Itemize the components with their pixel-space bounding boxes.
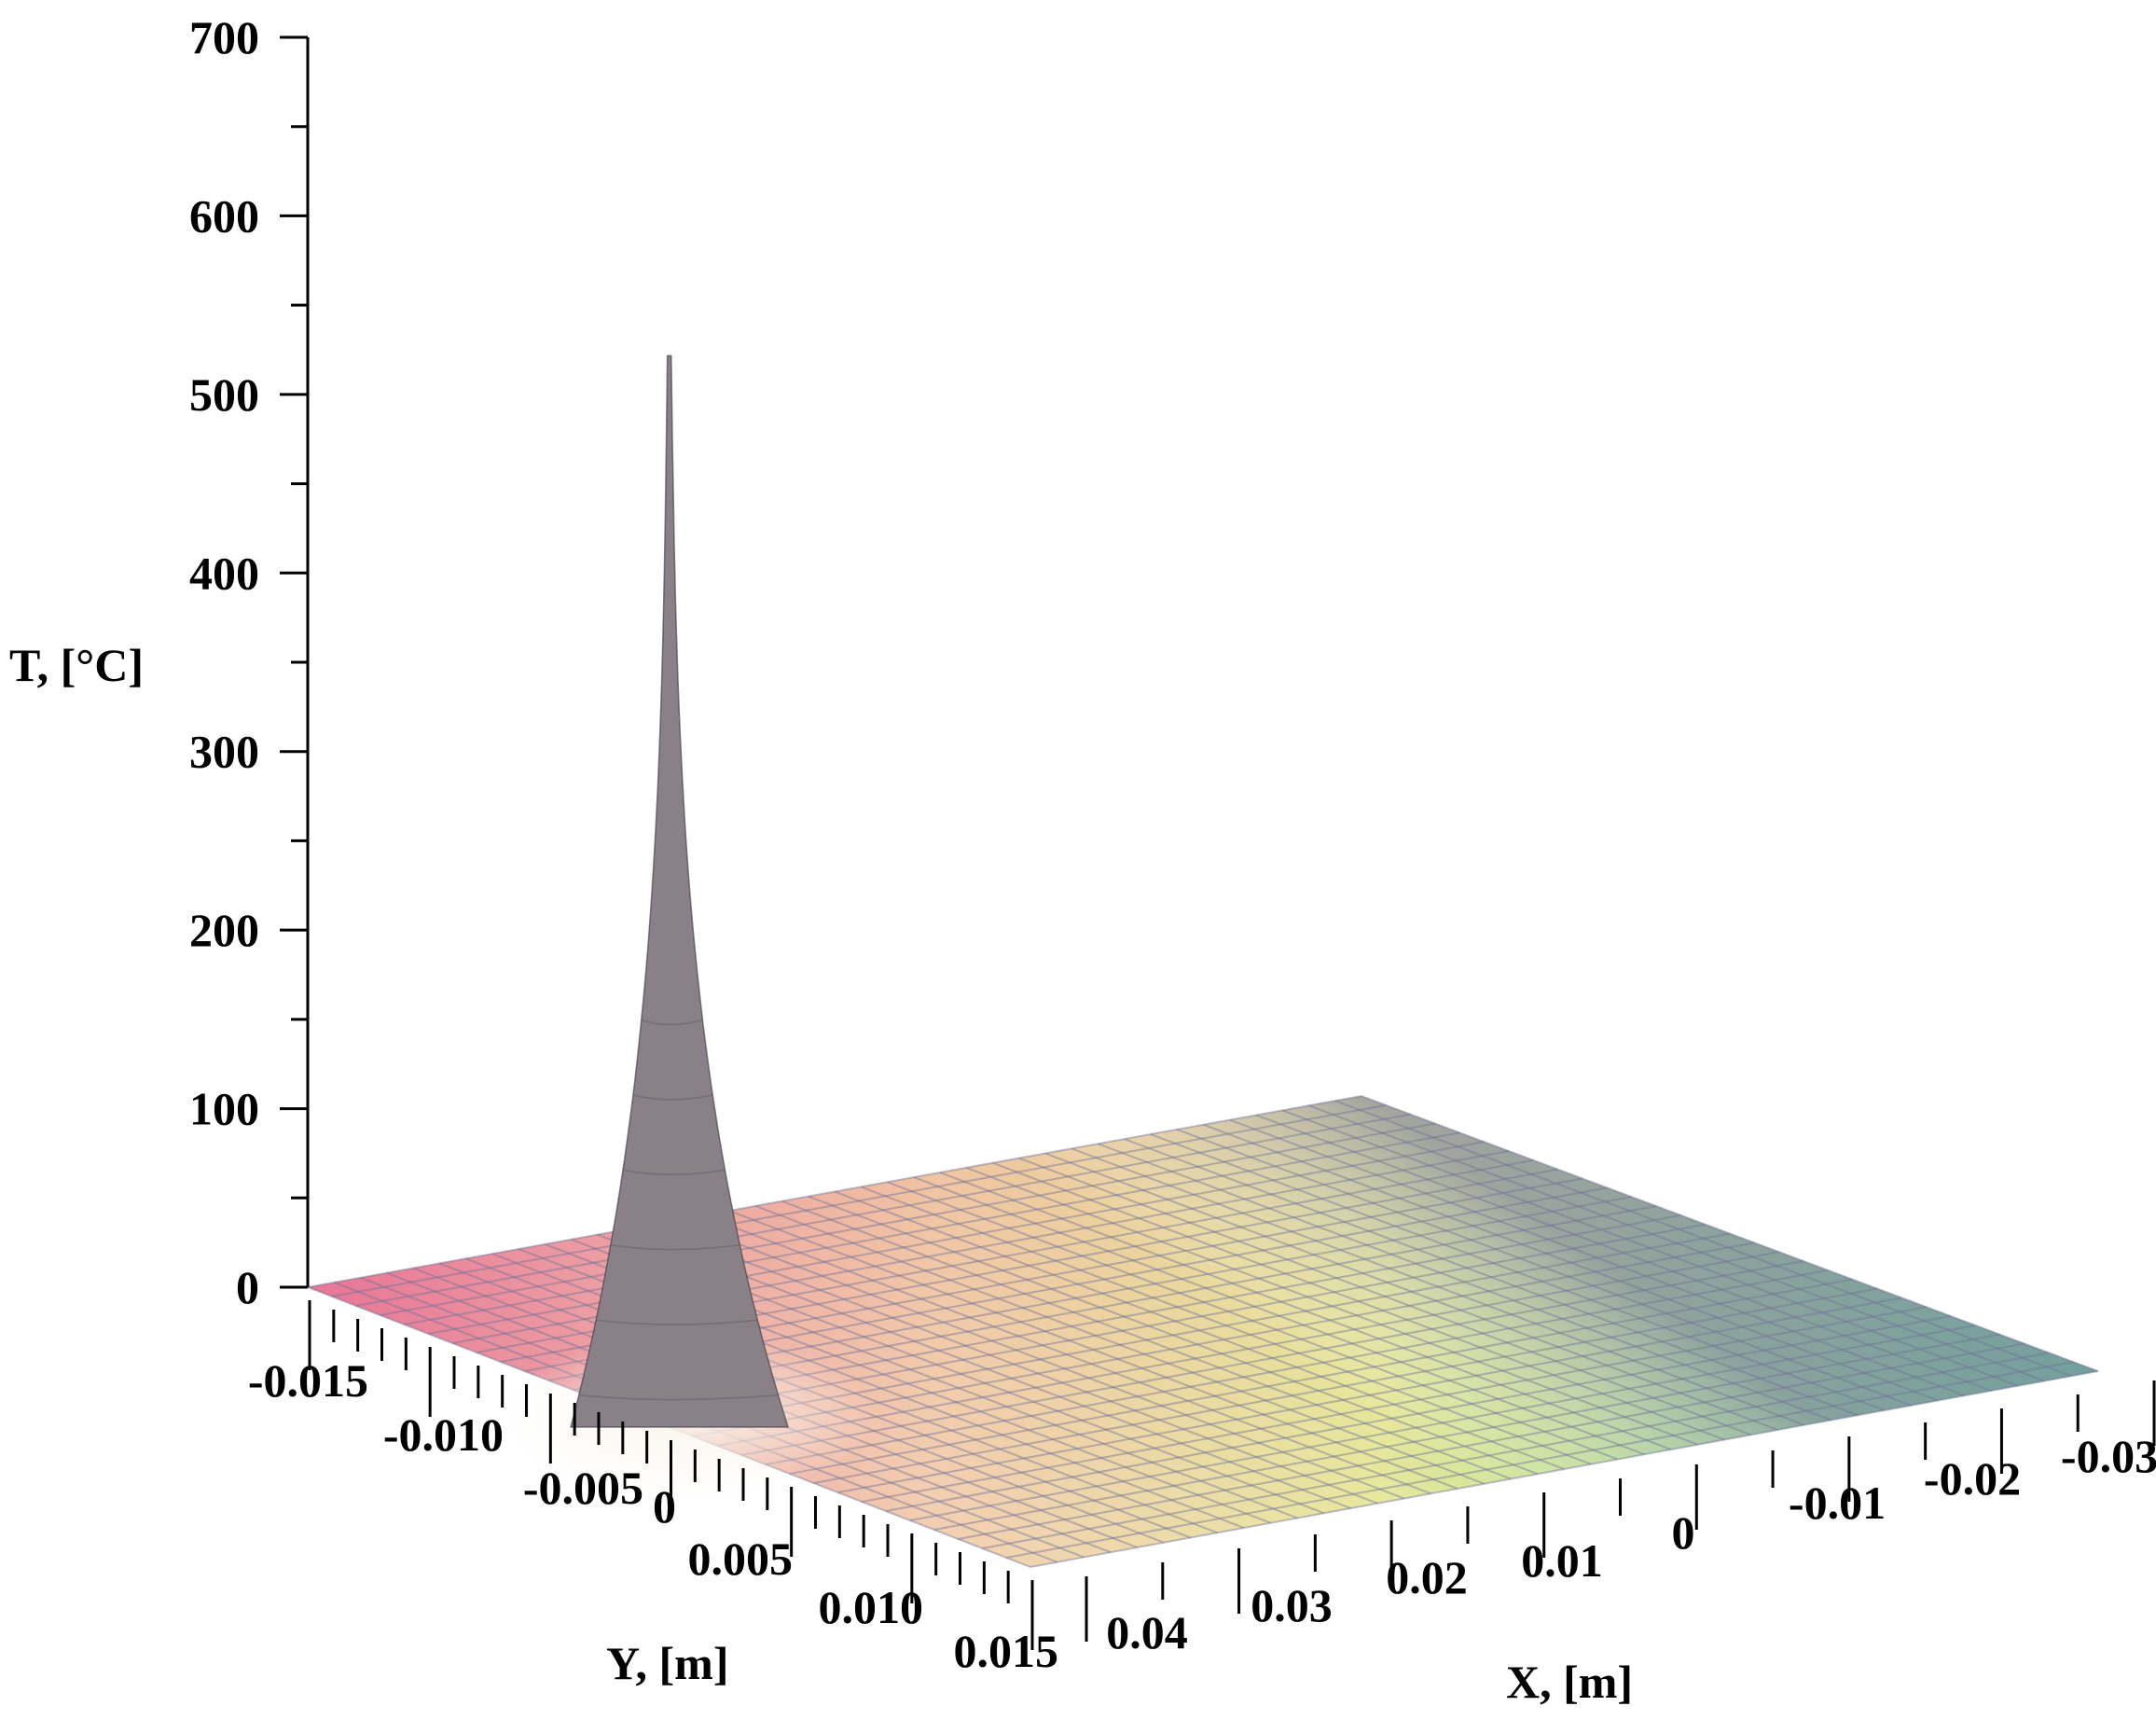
peak-mesh-line xyxy=(610,1243,740,1251)
z-axis: 0 100 200 300 400 500 600 700 xyxy=(189,11,310,1313)
mesh-line xyxy=(404,1131,1460,1325)
mesh-line xyxy=(781,1200,1512,1480)
mesh-line xyxy=(1030,1370,2099,1568)
x-tick-label: -0.03 xyxy=(2061,1430,2156,1482)
mesh-line xyxy=(860,1186,1592,1465)
mesh-line xyxy=(728,1210,1458,1490)
mesh-line xyxy=(355,1113,1411,1307)
mesh-line xyxy=(933,1333,2000,1531)
z-tick-label: 300 xyxy=(189,726,259,778)
mesh-line xyxy=(649,1224,1378,1505)
x-tick-label: 0.03 xyxy=(1251,1579,1333,1631)
mesh-line xyxy=(813,1287,1878,1484)
mesh-line xyxy=(1255,1114,1992,1392)
mesh-line xyxy=(1005,1361,2074,1559)
mesh-line xyxy=(1124,1138,1859,1417)
temperature-peak xyxy=(501,354,875,1502)
y-tick-label: -0.010 xyxy=(383,1408,504,1461)
peak-mesh-line xyxy=(578,1394,779,1401)
mesh-line xyxy=(909,1324,1976,1521)
z-axis-title: T, [°C] xyxy=(9,639,144,691)
peak-surface xyxy=(570,354,790,1428)
mesh-line xyxy=(331,1103,1387,1297)
mesh-line xyxy=(913,1176,1645,1456)
z-tick-label: 700 xyxy=(189,11,259,63)
mesh-line xyxy=(789,1278,1853,1475)
z-tick-label: 0 xyxy=(236,1261,259,1313)
mesh-line xyxy=(1176,1128,1912,1407)
mesh-line xyxy=(1361,1095,2099,1372)
y-tick-label: -0.005 xyxy=(523,1462,643,1514)
z-tick-label: 200 xyxy=(189,904,259,956)
x-tick-label: 0 xyxy=(1672,1506,1695,1559)
mesh-line xyxy=(837,1297,1902,1493)
mesh-line xyxy=(965,1166,1698,1446)
y-tick-label: 0.005 xyxy=(688,1533,794,1585)
mesh-line xyxy=(307,1095,1362,1288)
z-tick-label: 400 xyxy=(189,547,259,599)
mesh-line xyxy=(861,1306,1927,1503)
x-axis: 0.04 0.03 0.02 0.01 0 -0.01 -0.02 -0.03 xyxy=(1085,1380,2156,1658)
z-tick-label: 500 xyxy=(189,368,259,421)
mesh-line xyxy=(1071,1147,1805,1426)
z-ticks: 0 100 200 300 400 500 600 700 xyxy=(189,11,308,1313)
mesh-line xyxy=(1334,1100,2072,1378)
x-tick-label: -0.02 xyxy=(1924,1452,2021,1505)
mesh-line xyxy=(982,1352,2050,1549)
mesh-line xyxy=(885,1315,1952,1512)
mesh-line xyxy=(887,1181,1619,1461)
y-tick-label: -0.015 xyxy=(248,1354,368,1407)
mesh-line xyxy=(754,1204,1485,1485)
mesh-line xyxy=(1203,1123,1939,1402)
y-tick-label: 0 xyxy=(653,1480,676,1533)
y-axis-title: Y, [m] xyxy=(606,1637,728,1689)
mesh-line xyxy=(1150,1133,1886,1411)
mesh-line xyxy=(834,1190,1565,1470)
x-tick-label: 0.01 xyxy=(1521,1534,1603,1587)
peak-mesh-line xyxy=(632,1094,713,1101)
peak-mesh-line xyxy=(622,1169,726,1176)
mesh-line xyxy=(716,1251,1779,1447)
y-tick-label: 0.015 xyxy=(954,1625,1059,1677)
x-axis-title: X, [m] xyxy=(1506,1656,1633,1708)
peak-mesh-line xyxy=(596,1319,758,1325)
mesh-line xyxy=(1018,1157,1752,1436)
mesh-line xyxy=(808,1195,1539,1476)
mesh-line xyxy=(702,1214,1431,1495)
mesh-line xyxy=(380,1122,1436,1316)
mesh-line xyxy=(1281,1109,2019,1387)
z-tick-label: 100 xyxy=(189,1083,259,1135)
mesh-line xyxy=(1044,1152,1778,1431)
mesh-line xyxy=(1308,1104,2046,1382)
mesh-line xyxy=(740,1260,1804,1456)
y-ticks: -0.015 -0.010 -0.005 00.005 0.010 0.015 xyxy=(248,1300,1058,1677)
mesh-line xyxy=(1098,1143,1832,1422)
z-tick-label: 600 xyxy=(189,189,259,242)
mesh-line xyxy=(676,1219,1405,1500)
mesh-line xyxy=(939,1172,1672,1450)
mesh-line xyxy=(992,1161,1725,1441)
x-ticks: 0.04 0.03 0.02 0.01 0 -0.01 -0.02 -0.03 xyxy=(1085,1380,2156,1658)
mesh-line xyxy=(1229,1118,1966,1397)
x-tick-label: -0.01 xyxy=(1789,1477,1886,1529)
y-axis: -0.015 -0.010 -0.005 00.005 0.010 0.015 xyxy=(248,1300,1058,1677)
y-tick-label: 0.010 xyxy=(819,1581,924,1633)
peak-mesh-line xyxy=(641,1019,703,1026)
mesh-line xyxy=(958,1342,2025,1540)
x-tick-label: 0.02 xyxy=(1386,1551,1468,1603)
mesh-line xyxy=(765,1269,1829,1465)
x-tick-label: 0.04 xyxy=(1106,1606,1188,1658)
